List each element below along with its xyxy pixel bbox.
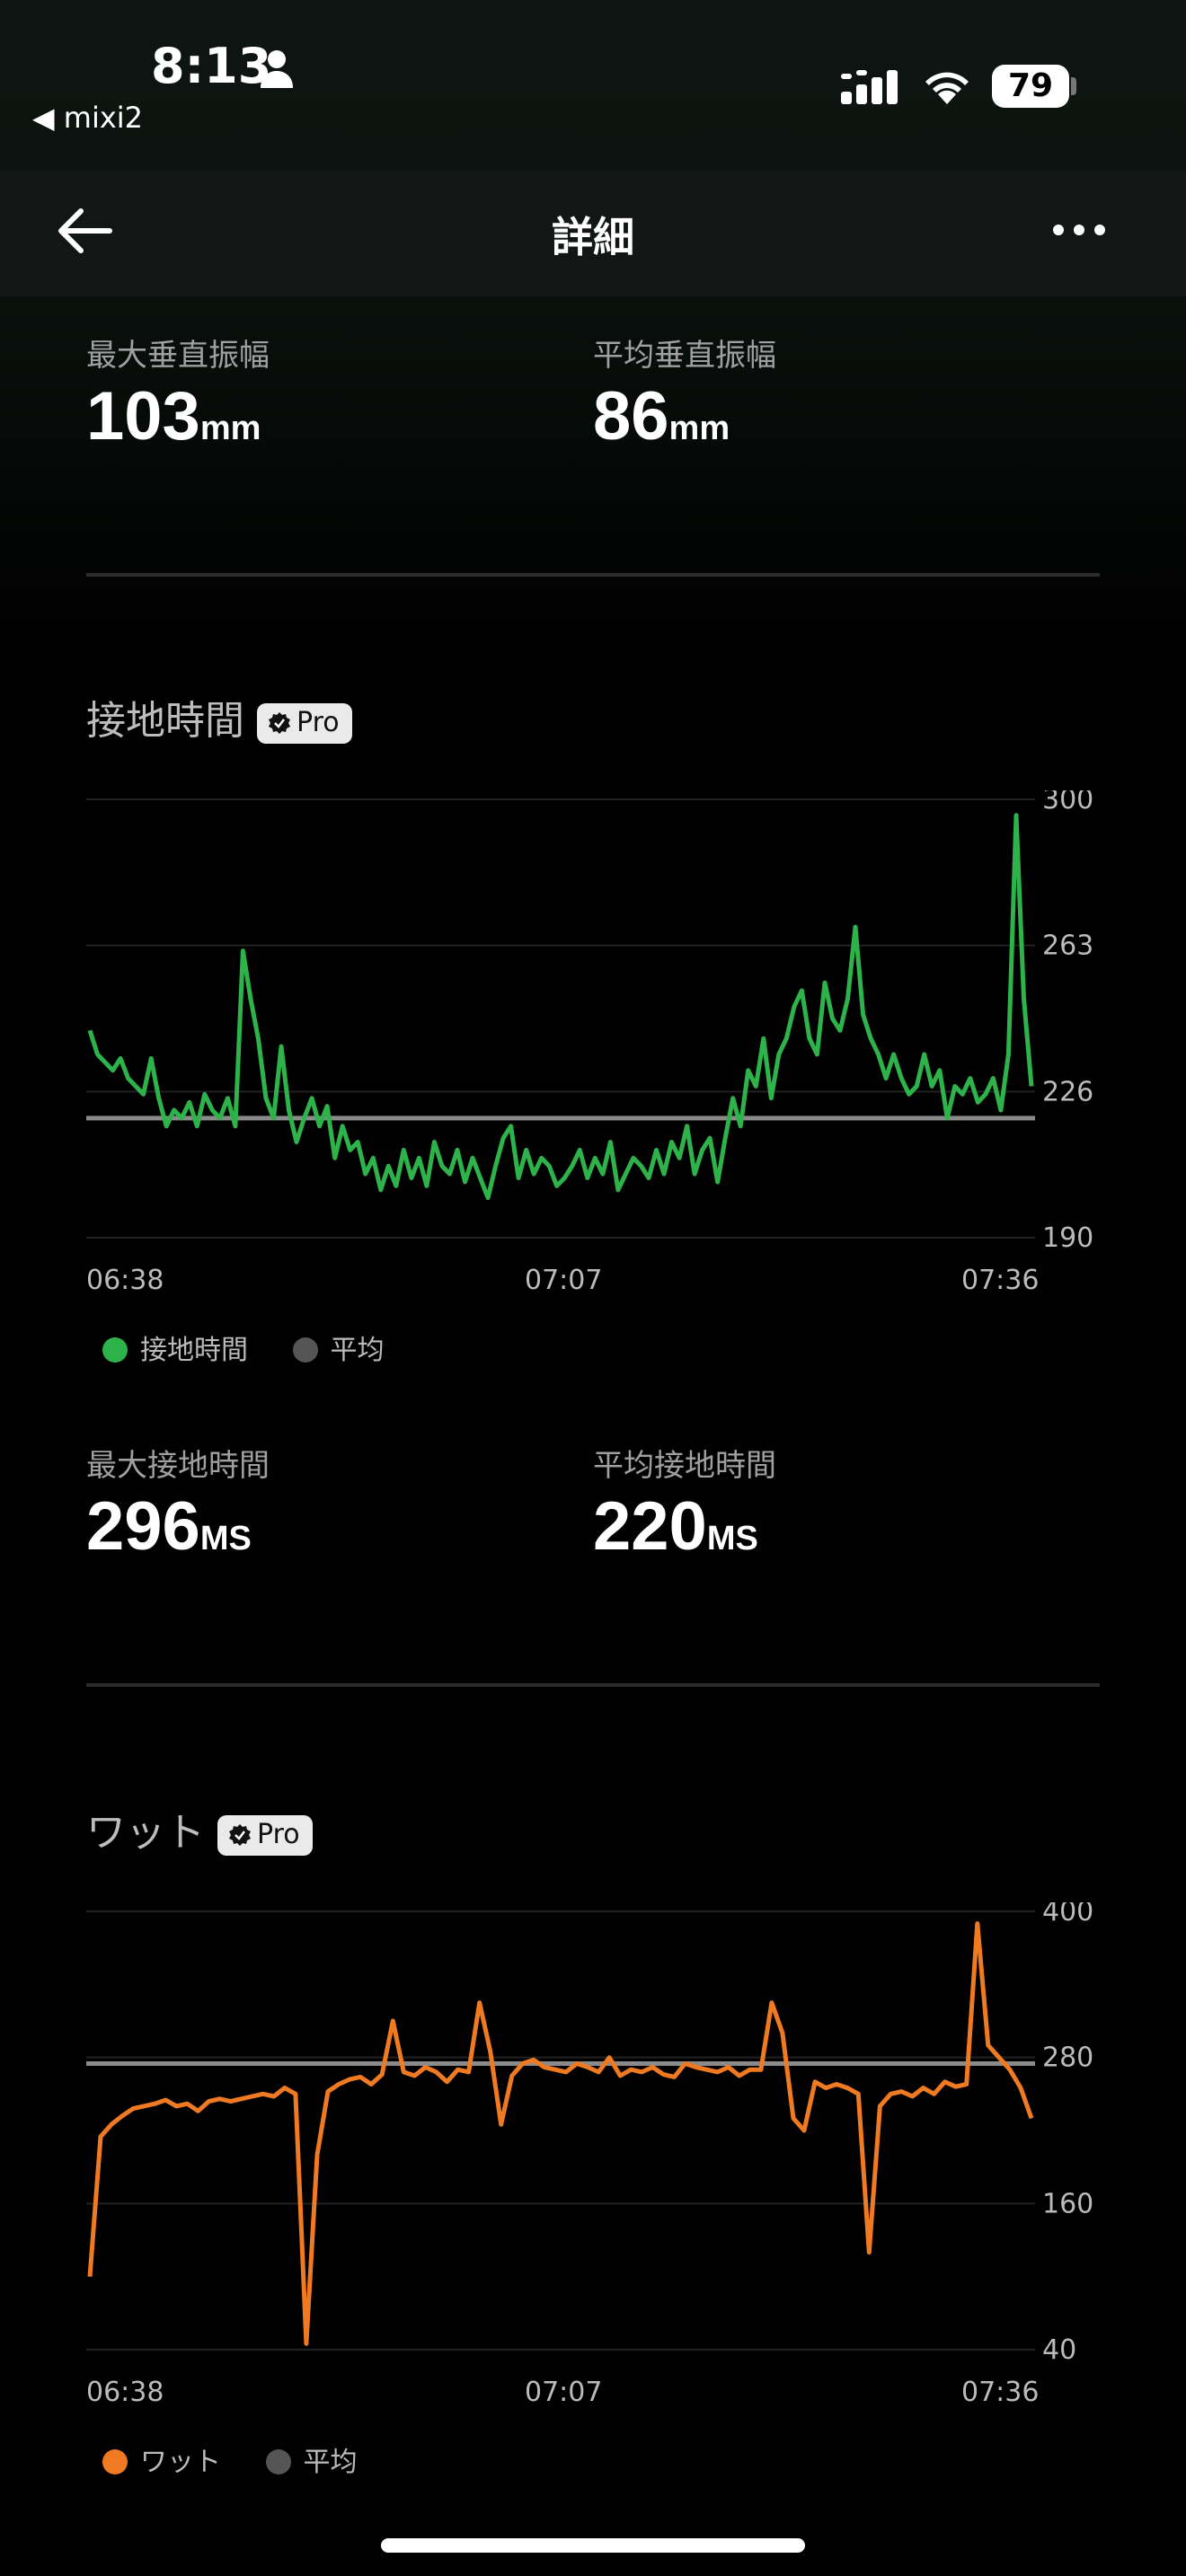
more-options-icon[interactable] (1051, 212, 1107, 248)
ground-contact-title: 接地時間 Pro (86, 688, 352, 745)
legend-item-average: 平均 (292, 1335, 385, 1366)
verified-badge-icon (229, 1823, 251, 1846)
power-y-tick-label: 280 (1042, 2042, 1093, 2074)
avg-ground-contact-value: 220MS (593, 1487, 758, 1566)
power-title: ワット Pro (86, 1800, 313, 1857)
max-ground-contact-unit: MS (199, 1520, 252, 1557)
max-vertical-oscillation-unit: mm (199, 410, 261, 447)
power-y-tick-label: 40 (1042, 2334, 1076, 2366)
navigation-bar (0, 171, 1186, 296)
avg-vertical-oscillation-unit: mm (668, 410, 730, 447)
power-title-text: ワット (86, 1810, 205, 1856)
verified-badge-icon (269, 711, 290, 734)
max-vertical-oscillation-value: 103mm (86, 377, 261, 455)
legend-label: 平均 (330, 1335, 385, 1366)
ground-contact-legend: 接地時間 平均 (102, 1328, 420, 1367)
pro-badge-label: Pro (296, 706, 340, 738)
person-icon (261, 50, 293, 88)
legend-dot-gray (265, 2449, 291, 2475)
gc-x-tick-label: 06:38 (86, 1265, 164, 1296)
cellular-signal-icon (841, 70, 898, 104)
section-divider (86, 573, 1100, 577)
pro-badge-label: Pro (257, 1818, 300, 1850)
ground-contact-y-tick-label: 263 (1042, 931, 1093, 962)
top-gradient (0, 0, 1186, 647)
max-vertical-oscillation-label: 最大垂直振幅 (86, 338, 270, 374)
home-indicator[interactable] (381, 2538, 805, 2553)
back-to-app-link[interactable]: ◀ mixi2 (32, 101, 144, 135)
status-bar: 8:13 ◀ mixi2 79 (0, 0, 1186, 171)
pro-badge: Pro (217, 1814, 313, 1856)
power-legend: ワット 平均 (102, 2439, 394, 2479)
pw-x-tick-label: 07:36 (961, 2377, 1040, 2408)
battery-indicator: 79 (992, 65, 1069, 108)
gc-x-tick-label: 07:36 (961, 1265, 1040, 1296)
avg-vertical-oscillation-value: 86mm (593, 377, 730, 455)
max-ground-contact-label: 最大接地時間 (86, 1448, 270, 1484)
max-ground-contact-number: 296 (86, 1488, 200, 1565)
ground-contact-title-text: 接地時間 (86, 698, 244, 744)
legend-label: 平均 (303, 2447, 358, 2478)
pro-badge: Pro (257, 702, 352, 744)
pw-x-tick-label: 07:07 (525, 2377, 603, 2408)
legend-dot-green (102, 1337, 128, 1363)
battery-tip (1071, 77, 1076, 95)
gc-x-tick-label: 07:07 (525, 1265, 603, 1296)
power-chart: 400 280 160 40 (86, 1902, 1093, 2366)
back-arrow-icon[interactable] (54, 199, 117, 262)
power-series-line (87, 1921, 1034, 2346)
ground-contact-y-tick-label: 190 (1042, 1222, 1093, 1254)
legend-item-average: 平均 (265, 2447, 358, 2478)
max-vertical-oscillation-number: 103 (86, 378, 200, 454)
status-time: 8:13 (151, 38, 272, 94)
legend-label: 接地時間 (140, 1335, 248, 1366)
legend-item-ground-contact: 接地時間 (102, 1335, 248, 1366)
legend-item-power: ワット (102, 2447, 221, 2478)
power-y-tick-label: 400 (1042, 1902, 1093, 1928)
ground-contact-chart: 300 263 226 190 (86, 790, 1093, 1254)
avg-ground-contact-label: 平均接地時間 (593, 1448, 776, 1484)
pw-x-tick-label: 06:38 (86, 2377, 164, 2408)
avg-vertical-oscillation-label: 平均垂直振幅 (593, 338, 776, 374)
section-divider (86, 1683, 1100, 1687)
max-ground-contact-value: 296MS (86, 1487, 252, 1566)
ground-contact-y-tick-label: 226 (1042, 1076, 1093, 1107)
legend-label: ワット (140, 2447, 221, 2478)
page-title: 詳細 (552, 213, 634, 261)
ground-contact-series-line (87, 813, 1034, 1201)
wifi-icon (925, 72, 969, 104)
avg-ground-contact-unit: MS (706, 1520, 758, 1557)
ground-contact-y-tick-label: 300 (1042, 790, 1093, 816)
avg-ground-contact-number: 220 (593, 1488, 707, 1565)
legend-dot-orange (102, 2449, 128, 2475)
legend-dot-gray (292, 1337, 318, 1363)
power-y-tick-label: 160 (1042, 2188, 1093, 2219)
avg-vertical-oscillation-number: 86 (593, 378, 669, 454)
